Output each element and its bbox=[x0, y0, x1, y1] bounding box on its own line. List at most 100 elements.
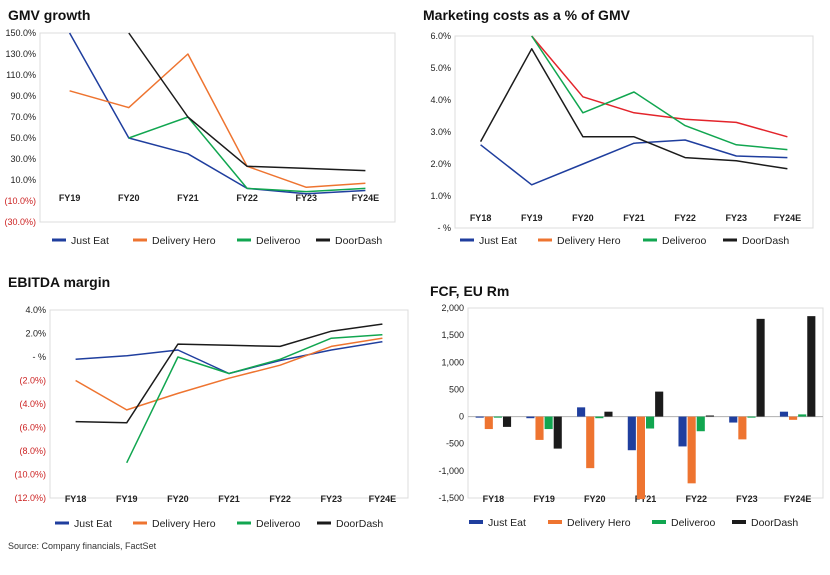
plot-frame bbox=[49, 309, 409, 499]
x-tick-label: FY24E bbox=[784, 494, 812, 504]
y-tick-label: (2.0%) bbox=[19, 376, 46, 386]
legend-label-delivery-hero: Delivery Hero bbox=[567, 517, 631, 529]
y-tick-label: (12.0%) bbox=[14, 493, 46, 503]
y-tick-label: (10.0%) bbox=[14, 470, 46, 480]
x-tick-label: FY24E bbox=[352, 193, 380, 203]
x-tick-label: FY18 bbox=[470, 213, 492, 223]
legend-label-deliveroo: Deliveroo bbox=[662, 235, 707, 247]
y-tick-label: 50.0% bbox=[10, 133, 36, 143]
series-line-just-eat bbox=[480, 139, 788, 186]
legend-label-just-eat: Just Eat bbox=[479, 235, 517, 247]
legend-label-delivery-hero: Delivery Hero bbox=[152, 518, 216, 530]
x-tick-label: FY19 bbox=[116, 494, 138, 504]
y-tick-label: -500 bbox=[446, 439, 464, 449]
gmv-growth-chart: 150.0% 130.0% 110.0% 90.0% 70.0% 50.0% 30.0% 10… bbox=[4, 28, 396, 247]
plot-frame bbox=[454, 35, 814, 229]
bar-just-eat bbox=[475, 416, 484, 418]
y-tick-label: 500 bbox=[449, 384, 464, 394]
y-tick-label: 6.0% bbox=[430, 31, 451, 41]
bar-just-eat bbox=[779, 411, 789, 417]
y-tick-label: (8.0%) bbox=[19, 446, 46, 456]
y-tick-label: 5.0% bbox=[430, 63, 451, 73]
bar-deliveroo bbox=[544, 416, 553, 430]
y-tick-label: (6.0%) bbox=[19, 423, 46, 433]
y-tick-label: 1,500 bbox=[441, 330, 464, 340]
bar-delivery-hero bbox=[484, 416, 493, 430]
y-tick-label: 10.0% bbox=[10, 175, 36, 185]
legend-swatch-doordash bbox=[732, 520, 746, 524]
bar-doordash bbox=[604, 411, 613, 417]
bar-doordash bbox=[655, 391, 664, 417]
bar-delivery-hero bbox=[535, 416, 544, 440]
x-tick-label: FY19 bbox=[521, 213, 543, 223]
y-tick-label: -1,000 bbox=[438, 466, 464, 476]
x-tick-label: FY20 bbox=[118, 193, 140, 203]
bar-just-eat bbox=[627, 416, 636, 451]
y-tick-label: 130.0% bbox=[5, 49, 36, 59]
marketing-costs-chart: 6.0% 5.0% 4.0% 3.0% 2.0% 1.0% - % FY18 FY19 FY20 F… bbox=[430, 31, 814, 247]
legend-label-delivery-hero: Delivery Hero bbox=[152, 235, 216, 247]
bar-deliveroo bbox=[595, 416, 604, 419]
series-line-doordash bbox=[128, 32, 366, 172]
y-tick-label: 70.0% bbox=[10, 112, 36, 122]
source-note: Source: Company financials, FactSet bbox=[8, 541, 157, 551]
bar-doordash bbox=[756, 318, 765, 417]
y-tick-label: 4.0% bbox=[430, 95, 451, 105]
series-line-delivery-hero bbox=[75, 337, 383, 411]
series-line-delivery-hero bbox=[69, 53, 366, 189]
bar-deliveroo bbox=[493, 416, 502, 418]
x-tick-label: FY20 bbox=[572, 213, 594, 223]
legend-label-just-eat: Just Eat bbox=[74, 518, 112, 530]
series-line-deliveroo bbox=[126, 333, 383, 464]
y-tick-label: -1,500 bbox=[438, 493, 464, 503]
bar-just-eat bbox=[729, 416, 738, 423]
legend-swatch-just-eat bbox=[469, 520, 483, 524]
bar-doordash bbox=[705, 415, 714, 417]
bar-deliveroo bbox=[798, 414, 807, 417]
x-tick-label: FY24E bbox=[774, 213, 802, 223]
y-tick-label: (30.0%) bbox=[4, 217, 36, 227]
series-line-just-eat bbox=[68, 32, 366, 195]
x-tick-label: FY18 bbox=[65, 494, 87, 504]
bar-doordash bbox=[502, 416, 512, 427]
series-line-doordash bbox=[75, 323, 383, 424]
x-tick-label: FY19 bbox=[59, 193, 81, 203]
bar-delivery-hero bbox=[586, 416, 595, 469]
x-tick-label: FY23 bbox=[295, 193, 317, 203]
y-tick-label: 4.0% bbox=[25, 305, 46, 315]
legend-label-delivery-hero: Delivery Hero bbox=[557, 235, 621, 247]
x-tick-label: FY22 bbox=[674, 213, 696, 223]
y-tick-label: 1,000 bbox=[441, 357, 464, 367]
chart-title-marketing: Marketing costs as a % of GMV bbox=[423, 7, 630, 23]
y-tick-label: (4.0%) bbox=[19, 399, 46, 409]
legend-swatch-deliveroo bbox=[652, 520, 666, 524]
x-tick-label: FY21 bbox=[635, 494, 657, 504]
x-tick-label: FY24E bbox=[369, 494, 397, 504]
legend-label-doordash: DoorDash bbox=[336, 518, 383, 530]
series-line-delivery-hero bbox=[531, 35, 788, 138]
bar-just-eat bbox=[678, 416, 687, 447]
legend-label-deliveroo: Deliveroo bbox=[256, 518, 301, 530]
x-tick-label: FY22 bbox=[236, 193, 258, 203]
legend-swatch-delivery-hero bbox=[548, 520, 562, 524]
x-tick-label: FY22 bbox=[685, 494, 707, 504]
legend-label-doordash: DoorDash bbox=[335, 235, 382, 247]
legend-label-doordash: DoorDash bbox=[751, 517, 798, 529]
chart-title-ebitda: EBITDA margin bbox=[8, 274, 111, 290]
series-line-just-eat bbox=[75, 340, 383, 375]
legend-label-deliveroo: Deliveroo bbox=[256, 235, 301, 247]
y-tick-label: - % bbox=[33, 352, 47, 362]
chart-title-fcf: FCF, EU Rm bbox=[430, 283, 510, 299]
y-tick-label: 30.0% bbox=[10, 154, 36, 164]
x-tick-label: FY23 bbox=[321, 494, 343, 504]
bar-delivery-hero bbox=[738, 416, 747, 440]
legend-label-just-eat: Just Eat bbox=[488, 517, 526, 529]
bar-delivery-hero bbox=[636, 416, 645, 500]
y-tick-label: 150.0% bbox=[5, 28, 36, 38]
y-tick-label: 110.0% bbox=[6, 70, 36, 80]
series-line-doordash bbox=[479, 48, 788, 170]
chart-title-gmv: GMV growth bbox=[8, 7, 91, 23]
y-tick-label: 0 bbox=[459, 412, 464, 422]
bar-deliveroo bbox=[747, 416, 756, 418]
y-tick-label: 2,000 bbox=[441, 303, 464, 313]
